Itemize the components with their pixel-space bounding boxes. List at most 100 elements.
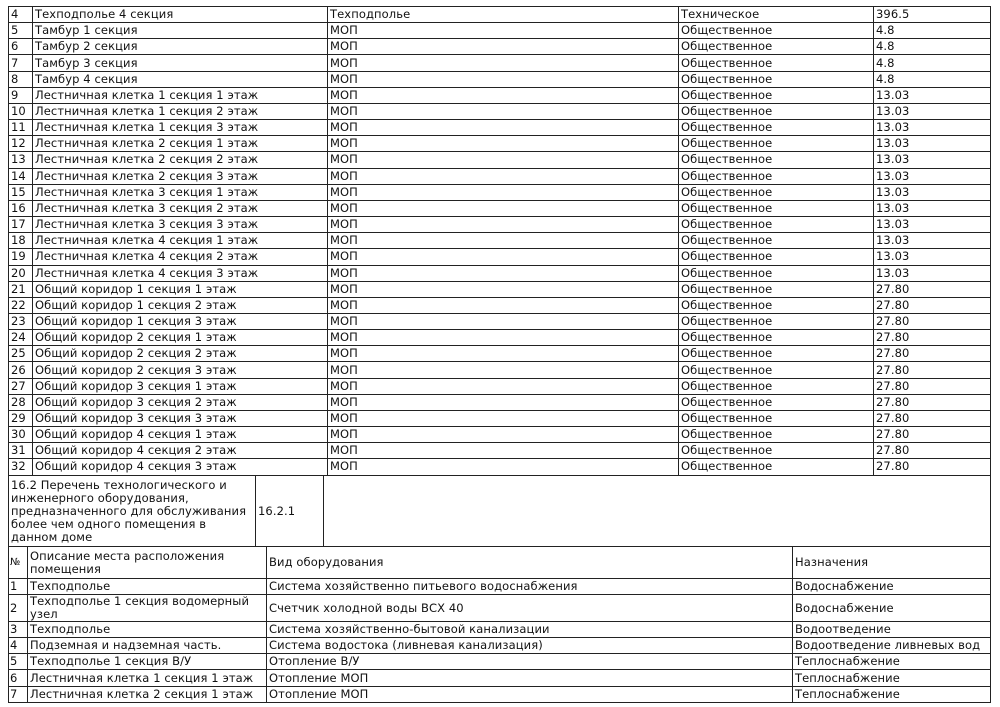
room-name: Техподполье 4 секция bbox=[32, 5, 328, 24]
room-type: МОП bbox=[327, 458, 679, 476]
equipment-location: Техподполье bbox=[27, 578, 267, 595]
room-name: Тамбур 3 секция bbox=[32, 54, 328, 72]
room-area: 27.80 bbox=[873, 312, 991, 331]
room-type: МОП bbox=[327, 199, 679, 218]
room-name: Лестничная клетка 1 секция 2 этаж bbox=[32, 102, 328, 121]
equipment-purpose: Теплоснабжение bbox=[792, 669, 991, 687]
equipment-purpose: Водоснабжение bbox=[792, 578, 991, 595]
room-number: 22 bbox=[8, 296, 33, 314]
room-category: Общественное bbox=[678, 329, 874, 347]
room-name: Общий коридор 4 секция 2 этаж bbox=[32, 442, 328, 460]
section-code: 16.2.1 bbox=[255, 475, 324, 547]
table-row: 4 Техподполье 4 секция Техподполье Техничес… bbox=[8, 5, 991, 24]
room-category: Общественное bbox=[678, 199, 874, 218]
room-name: Лестничная клетка 2 секция 3 этаж bbox=[32, 167, 328, 185]
room-number: 19 bbox=[8, 248, 33, 266]
room-name: Лестничная клетка 3 секция 3 этаж bbox=[32, 216, 328, 234]
room-area: 27.80 bbox=[873, 426, 991, 444]
table-row: 12 Лестничная клетка 2 секция 1 этаж МОП Об… bbox=[8, 135, 991, 153]
room-category: Общественное bbox=[678, 183, 874, 201]
room-type: МОП bbox=[327, 345, 679, 363]
room-area: 13.03 bbox=[873, 248, 991, 266]
room-type: МОП bbox=[327, 22, 679, 40]
room-name: Лестничная клетка 1 секция 1 этаж bbox=[32, 86, 328, 104]
room-area: 396.5 bbox=[873, 5, 991, 24]
room-number: 9 bbox=[8, 86, 33, 104]
room-number: 27 bbox=[8, 377, 33, 395]
room-category: Общественное bbox=[678, 393, 874, 411]
room-name: Общий коридор 4 секция 1 этаж bbox=[32, 426, 328, 444]
room-type: МОП bbox=[327, 54, 679, 72]
room-area: 13.03 bbox=[873, 167, 991, 185]
room-number: 5 bbox=[8, 22, 33, 40]
room-type: МОП bbox=[327, 393, 679, 411]
room-category: Общественное bbox=[678, 409, 874, 428]
table-row: 26 Общий коридор 2 секция 3 этаж МОП Общест… bbox=[8, 361, 991, 379]
equipment-number: 3 bbox=[8, 621, 28, 638]
room-type: МОП bbox=[327, 296, 679, 314]
room-category: Общественное bbox=[678, 216, 874, 234]
room-type: МОП bbox=[327, 361, 679, 379]
equipment-purpose: Теплоснабжение bbox=[792, 686, 991, 703]
room-category: Общественное bbox=[678, 264, 874, 282]
room-type: МОП bbox=[327, 86, 679, 104]
room-name: Общий коридор 2 секция 3 этаж bbox=[32, 361, 328, 379]
section-header-row: 16.2 Перечень технологического и инженер… bbox=[8, 475, 991, 547]
room-name: Лестничная клетка 3 секция 2 этаж bbox=[32, 199, 328, 218]
equipment-location: Лестничная клетка 1 секция 1 этаж bbox=[27, 669, 267, 687]
room-number: 28 bbox=[8, 393, 33, 411]
room-category: Общественное bbox=[678, 377, 874, 395]
room-name: Лестничная клетка 4 секция 1 этаж bbox=[32, 232, 328, 250]
table-row: 6 Лестничная клетка 1 секция 1 этаж Отопле… bbox=[8, 669, 991, 687]
room-name: Тамбур 2 секция bbox=[32, 38, 328, 56]
room-number: 30 bbox=[8, 426, 33, 444]
room-category: Общественное bbox=[678, 54, 874, 72]
room-area: 27.80 bbox=[873, 377, 991, 395]
room-name: Общий коридор 3 секция 2 этаж bbox=[32, 393, 328, 411]
room-area: 27.80 bbox=[873, 345, 991, 363]
equipment-location: Техподполье bbox=[27, 621, 267, 638]
room-area: 13.03 bbox=[873, 119, 991, 137]
room-name: Лестничная клетка 3 секция 1 этаж bbox=[32, 183, 328, 201]
section-value bbox=[323, 475, 991, 547]
table-row: 32 Общий коридор 4 секция 3 этаж МОП Общест… bbox=[8, 458, 991, 476]
equipment-header-row: № Описание места расположения помещения … bbox=[8, 546, 991, 579]
equipment-purpose: Водоотведение bbox=[792, 621, 991, 638]
room-category: Общественное bbox=[678, 361, 874, 379]
room-type: МОП bbox=[327, 248, 679, 266]
table-row: 28 Общий коридор 3 секция 2 этаж МОП Общест… bbox=[8, 393, 991, 411]
room-name: Тамбур 1 секция bbox=[32, 22, 328, 40]
rooms-table: 4 Техподполье 4 секция Техподполье Техничес… bbox=[8, 5, 991, 476]
room-type: МОП bbox=[327, 135, 679, 153]
room-number: 16 bbox=[8, 199, 33, 218]
room-category: Общественное bbox=[678, 70, 874, 88]
room-number: 4 bbox=[8, 5, 33, 24]
room-area: 4.8 bbox=[873, 38, 991, 56]
room-number: 26 bbox=[8, 361, 33, 379]
table-row: 5 Техподполье 1 секция В/У Отопление В/У Те… bbox=[8, 653, 991, 670]
table-row: 24 Общий коридор 2 секция 1 этаж МОП Общест… bbox=[8, 329, 991, 347]
room-area: 27.80 bbox=[873, 409, 991, 428]
room-number: 31 bbox=[8, 442, 33, 460]
table-row: 1 Техподполье Система хозяйственно питьево… bbox=[8, 578, 991, 595]
room-category: Общественное bbox=[678, 296, 874, 314]
table-row: 27 Общий коридор 3 секция 1 этаж МОП Общест… bbox=[8, 377, 991, 395]
room-area: 13.03 bbox=[873, 264, 991, 282]
table-row: 15 Лестничная клетка 3 секция 1 этаж МОП Об… bbox=[8, 183, 991, 201]
equipment-type: Система хозяйственно-бытовой канализации bbox=[266, 621, 793, 638]
table-row: 3 Техподполье Система хозяйственно-бытовой… bbox=[8, 621, 991, 638]
room-type: МОП bbox=[327, 264, 679, 282]
room-number: 8 bbox=[8, 70, 33, 88]
equipment-type: Счетчик холодной воды ВСХ 40 bbox=[266, 594, 793, 622]
room-category: Общественное bbox=[678, 151, 874, 169]
room-type: МОП bbox=[327, 38, 679, 56]
equipment-number: 1 bbox=[8, 578, 28, 595]
table-row: 20 Лестничная клетка 4 секция 3 этаж МОП Об… bbox=[8, 264, 991, 282]
table-row: 19 Лестничная клетка 4 секция 2 этаж МОП Об… bbox=[8, 248, 991, 266]
room-name: Лестничная клетка 4 секция 3 этаж bbox=[32, 264, 328, 282]
room-name: Лестничная клетка 1 секция 3 этаж bbox=[32, 119, 328, 137]
room-category: Общественное bbox=[678, 248, 874, 266]
room-number: 13 bbox=[8, 151, 33, 169]
room-name: Лестничная клетка 2 секция 1 этаж bbox=[32, 135, 328, 153]
table-row: 16 Лестничная клетка 3 секция 2 этаж МОП Об… bbox=[8, 199, 991, 218]
